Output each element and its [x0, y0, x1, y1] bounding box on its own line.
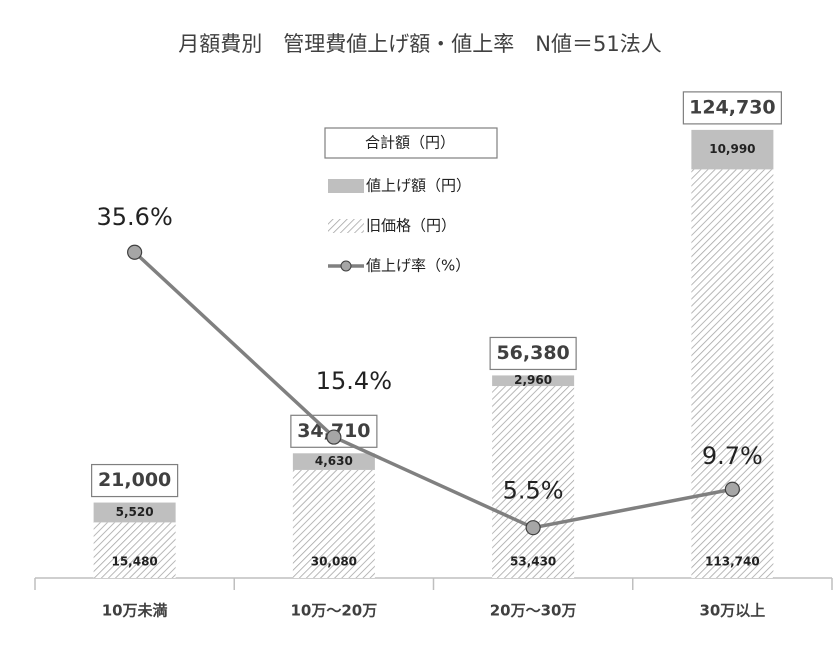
total-label: 21,000 — [98, 469, 171, 491]
total-box — [489, 336, 577, 371]
data-label: 5,520 — [116, 505, 154, 519]
data-label: 53,430 — [510, 555, 556, 569]
bar-segment — [492, 375, 575, 387]
data-label: 113,740 — [705, 555, 760, 569]
data-label: 4,630 — [315, 454, 353, 468]
legend-label: 合計額（円） — [365, 134, 455, 152]
data-label: 5.5% — [503, 477, 564, 505]
bar-segment — [292, 453, 375, 470]
data-label: 30,080 — [311, 555, 357, 569]
total-box — [682, 91, 782, 125]
legend-label: 値上げ額（円） — [366, 177, 471, 195]
x-tick-label: 10万～20万 — [291, 602, 378, 620]
data-label: 9.7% — [702, 442, 763, 470]
data-label: 15,480 — [111, 555, 157, 569]
data-label: 15.4% — [316, 367, 392, 395]
x-tick-label: 10万未満 — [102, 602, 168, 620]
x-tick-label: 20万～30万 — [490, 602, 577, 620]
total-label: 124,730 — [689, 96, 776, 118]
bar-segment — [691, 169, 774, 578]
bar-segment — [492, 386, 575, 578]
line-marker — [525, 520, 541, 536]
bar-segment — [292, 469, 375, 578]
legend-swatch — [328, 179, 364, 193]
line-marker — [724, 481, 740, 497]
legend-label: 値上げ率（%） — [366, 257, 470, 275]
line-marker — [127, 244, 143, 260]
data-label: 35.6% — [97, 203, 173, 231]
data-label: 2,960 — [514, 373, 552, 387]
legend-swatch — [340, 260, 352, 272]
total-box — [91, 463, 179, 498]
legend-box — [324, 127, 498, 159]
chart-title: 月額費別 管理費値上げ額・値上率 N値＝51法人 — [178, 32, 661, 56]
legend-swatch — [328, 219, 364, 233]
legend-label: 旧価格（円） — [366, 217, 456, 235]
bar-segment — [93, 502, 176, 523]
total-label: 56,380 — [496, 342, 569, 364]
x-tick-label: 30万以上 — [699, 602, 765, 620]
data-label: 10,990 — [709, 142, 755, 156]
line — [133, 250, 733, 530]
bar-segment — [691, 129, 774, 170]
bar-segment — [93, 522, 176, 578]
line-marker — [326, 429, 342, 445]
